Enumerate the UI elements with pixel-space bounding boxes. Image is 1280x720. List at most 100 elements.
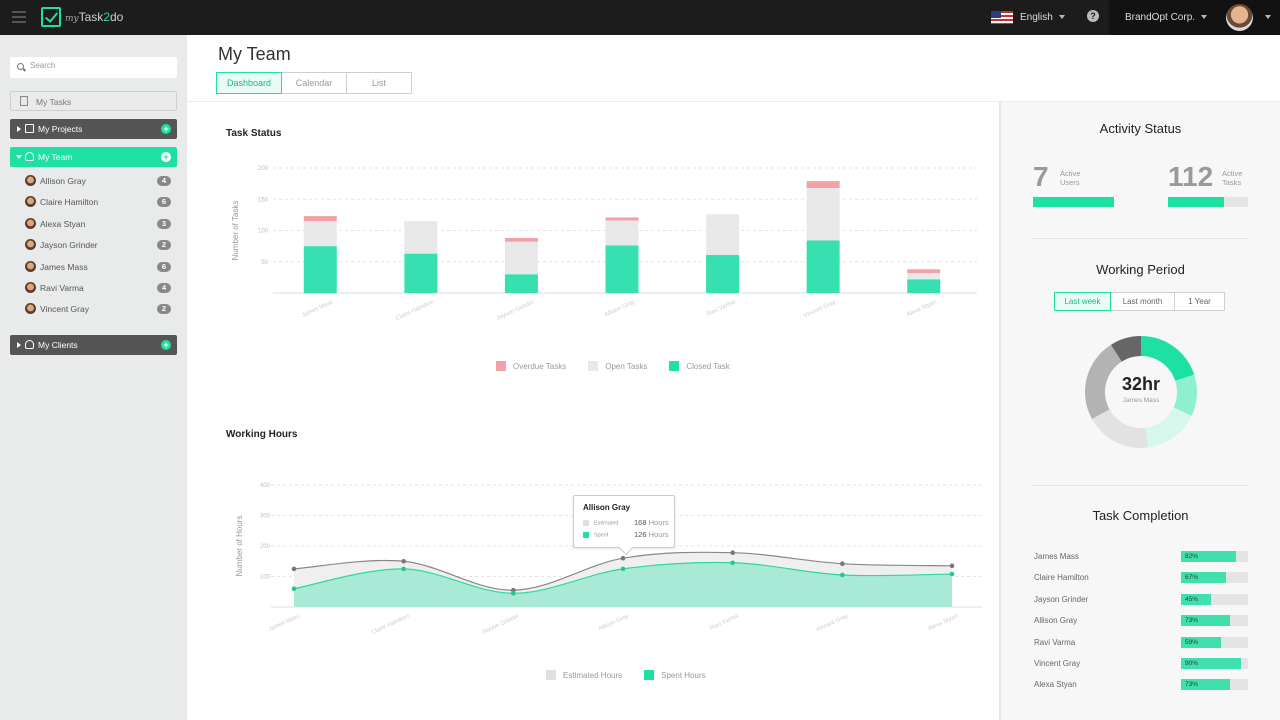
completion-fill [1181,636,1221,648]
completion-fill [1181,572,1226,584]
completion-bar [1181,572,1248,584]
x-tick-label: Alexa Styan [906,299,938,318]
search-box [10,57,177,78]
completion-fill [1181,551,1236,562]
completion-name: Vincent Gray [1034,659,1081,668]
team-member[interactable]: James Mass 6 [25,260,171,274]
header-divider [187,101,1280,102]
sidebar-item-my-clients[interactable]: My Clients + [10,335,177,355]
donut-slice [1091,409,1149,448]
team-member[interactable]: Ravi Varma 4 [25,281,171,295]
legend-swatch [546,670,556,680]
app-logo[interactable]: myTask2do [41,6,123,28]
my-tasks-label: My Tasks [36,97,72,107]
us-flag-icon[interactable] [991,11,1013,24]
bar-segment [605,220,639,246]
legend-item[interactable]: Closed Task [669,361,730,371]
sidebar-item-my-projects[interactable]: My Projects + [10,119,177,139]
legend-swatch [583,532,589,538]
chevron-down-icon[interactable] [1265,15,1271,19]
legend-swatch [669,361,680,371]
bar-segment [303,216,337,222]
avatar [25,196,36,207]
sidebar-item-label: My Clients [38,340,78,350]
add-client-icon[interactable]: + [161,340,171,350]
legend-item[interactable]: Spent Hours [644,670,706,680]
add-member-icon[interactable]: + [161,152,171,162]
spent-point [511,590,516,596]
team-member[interactable]: Alexa Styan 3 [25,217,171,231]
tab-1-year[interactable]: 1 Year [1174,292,1225,311]
donut-slice [1085,344,1122,419]
tab-dashboard[interactable]: Dashboard [216,72,282,94]
member-name: Alexa Styan [40,219,86,229]
bar-segment [605,217,639,221]
tab-calendar[interactable]: Calendar [281,72,347,94]
spent-area [294,562,952,607]
donut-slice [1141,336,1195,381]
y-tick-label: 300 [260,514,271,520]
legend-item[interactable]: Overdue Tasks [496,361,566,371]
estimated-point [730,550,735,556]
legend-label: Open Tasks [605,361,648,371]
tab-list[interactable]: List [346,72,412,94]
tab-last-week[interactable]: Last week [1054,292,1111,311]
team-member[interactable]: Allison Gray 4 [25,174,171,188]
bar-segment [806,188,840,241]
avatar [25,175,36,186]
completion-row: Vincent Gray 90% [1034,658,1248,670]
completion-fill [1181,679,1230,691]
member-name: Allison Gray [40,176,86,186]
sidebar-item-my-team[interactable]: My Team + [10,147,177,167]
top-bar: myTask2do English ? BrandOpt Corp. [0,0,1280,35]
x-tick-label: Ravi Varma [709,613,740,632]
x-tick-label: Allison Gray [604,299,636,318]
avatar [25,239,36,250]
menu-icon[interactable] [12,11,26,23]
bar-segment [404,253,438,293]
active-users-fill [1033,197,1114,207]
spent-point [840,572,845,578]
y-tick-label: 50 [261,260,268,266]
user-icon [25,152,34,161]
x-tick-label: Allison Gray [598,613,630,632]
team-member[interactable]: Jayson Grinder 2 [25,238,171,252]
tooltip-estimated-row: Estimated 168 Hours [583,518,671,527]
chevron-down-icon [16,155,22,159]
user-avatar[interactable] [1226,4,1253,31]
x-tick-label: Ravi Varma [706,299,737,318]
legend-item[interactable]: Open Tasks [588,361,647,371]
bar-segment [504,241,538,275]
task-status-legend: Overdue Tasks Open Tasks Closed Task [496,361,752,371]
y-tick-label: 400 [260,483,271,489]
bar-segment [907,273,941,280]
completion-bar [1181,679,1248,691]
add-project-icon[interactable]: + [161,124,171,134]
my-tasks-button[interactable]: My Tasks [10,91,177,111]
member-name: Claire Hamilton [40,197,99,207]
tooltip-title: Allison Gray [583,503,631,512]
completion-percent: 45% [1185,595,1199,603]
completion-row: Claire Hamilton 67% [1034,572,1248,584]
count-badge: 2 [157,304,171,314]
estimated-point [401,558,406,564]
working-period-donut [1085,336,1197,448]
y-axis-label: Number of Hours [235,516,244,577]
search-input[interactable] [30,61,170,70]
language-select[interactable]: English [1020,12,1065,23]
x-tick-label: James Mass [268,613,301,633]
search-icon [17,63,24,70]
page-title: My Team [218,44,291,64]
legend-label: Spent Hours [661,670,706,680]
active-tasks-count: 112 [1168,161,1214,192]
bar-segment [706,254,740,293]
help-icon[interactable]: ? [1087,10,1099,22]
legend-item[interactable]: Estimated Hours [546,670,622,680]
chevron-right-icon [17,342,21,348]
tab-last-month[interactable]: Last month [1110,292,1175,311]
count-badge: 4 [157,176,171,186]
tooltip-value: 168 Hours [634,518,669,527]
company-select[interactable]: BrandOpt Corp. [1125,12,1208,23]
team-member[interactable]: Vincent Gray 2 [25,302,171,316]
team-member[interactable]: Claire Hamilton 6 [25,195,171,209]
